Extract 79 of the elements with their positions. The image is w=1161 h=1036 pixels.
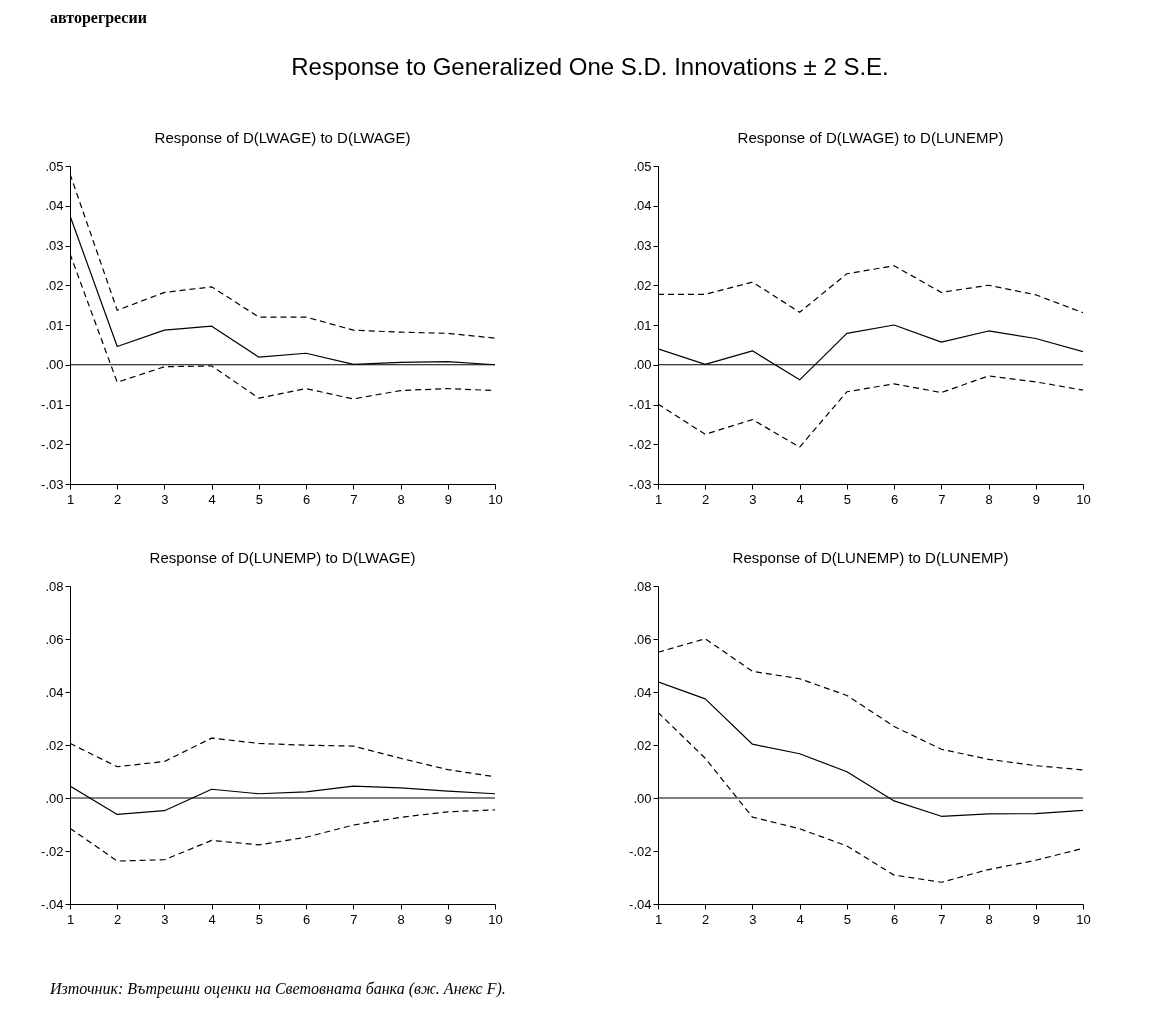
x-tick-label: 5 [843,911,852,927]
y-tick-label: .02 [633,737,652,753]
x-tick-label: 1 [66,491,75,507]
y-tick-label: -.03 [629,476,652,492]
x-tick-label: 3 [161,491,169,507]
y-tick-label: -.03 [41,476,64,492]
y-tick-label: .00 [45,790,64,806]
y-tick-label: .08 [633,578,652,594]
y-tick-label: .06 [633,631,652,647]
y-tick-label: -.01 [41,397,64,412]
y-tick-label: .02 [633,277,652,293]
y-tick-label: .00 [45,357,64,373]
x-tick-label: 8 [985,491,993,507]
x-tick-label: 4 [796,911,804,927]
x-tick-label: 6 [302,491,311,507]
y-tick-label: .02 [45,737,64,753]
x-tick-label: 9 [1032,491,1040,507]
y-tick-label: .05 [633,158,652,174]
x-tick-label: 7 [938,491,946,507]
x-tick-label: 1 [66,911,75,927]
x-tick-label: 1 [654,911,663,927]
x-tick-label: 2 [702,911,710,927]
y-tick-label: .03 [633,238,652,253]
y-tick-label: -.04 [629,896,652,912]
chart-title: Response of D(LUNEMP) to D(LUNEMP) [732,549,1009,566]
x-tick-label: 7 [938,911,946,927]
x-tick-label: 6 [890,911,899,927]
x-tick-label: 3 [749,491,757,507]
x-tick-label: 7 [350,911,358,927]
text: авторегресии [50,9,147,27]
y-tick-label: -.02 [41,843,64,859]
y-tick-label: .01 [633,317,652,333]
chart-title: Response of D(LWAGE) to D(LWAGE) [154,129,411,146]
y-tick-label: .04 [45,198,64,214]
y-tick-label: .05 [45,158,64,174]
y-tick-label: -.01 [629,397,652,412]
y-tick-label: .01 [45,317,64,333]
text: Response to Generalized One S.D. Innovations ± 2 S.E. [291,53,889,80]
x-tick-label: 9 [444,491,452,507]
y-tick-label: -.04 [41,896,64,912]
x-tick-label: 5 [843,491,852,507]
x-tick-label: 8 [397,911,405,927]
x-tick-label: 6 [302,911,311,927]
x-tick-label: 10 [488,911,503,927]
x-tick-label: 5 [255,491,264,507]
y-tick-label: .04 [45,684,64,700]
x-tick-label: 4 [796,491,804,507]
y-tick-label: -.02 [41,436,64,452]
x-tick-label: 8 [985,911,993,927]
y-tick-label: .08 [45,578,64,594]
x-tick-label: 10 [1076,491,1091,507]
x-tick-label: 4 [208,911,216,927]
y-tick-label: .04 [633,198,652,214]
y-tick-label: -.02 [629,843,652,859]
x-tick-label: 10 [488,491,503,507]
x-tick-label: 1 [654,491,663,507]
x-tick-label: 4 [208,491,216,507]
y-tick-label: .03 [45,238,64,253]
x-tick-label: 2 [114,911,122,927]
y-tick-label: .06 [45,631,64,647]
x-tick-label: 10 [1076,911,1091,927]
x-tick-label: 2 [114,491,122,507]
x-tick-label: 3 [749,911,757,927]
y-tick-label: .00 [633,790,652,806]
x-tick-label: 9 [444,911,452,927]
y-tick-label: .04 [633,684,652,700]
x-tick-label: 7 [350,491,358,507]
chart-title: Response of D(LWAGE) to D(LUNEMP) [737,129,1004,146]
y-tick-label: .00 [633,357,652,373]
x-tick-label: 2 [702,491,710,507]
y-tick-label: -.02 [629,436,652,452]
x-tick-label: 9 [1032,911,1040,927]
y-tick-label: .02 [45,277,64,293]
text: Източник: Вътрешни оценки на Световната банка (вж. Анекс F). [49,980,506,998]
x-tick-label: 8 [397,491,405,507]
x-tick-label: 5 [255,911,264,927]
x-tick-label: 6 [890,491,899,507]
chart-title: Response of D(LUNEMP) to D(LWAGE) [149,549,416,566]
x-tick-label: 3 [161,911,169,927]
